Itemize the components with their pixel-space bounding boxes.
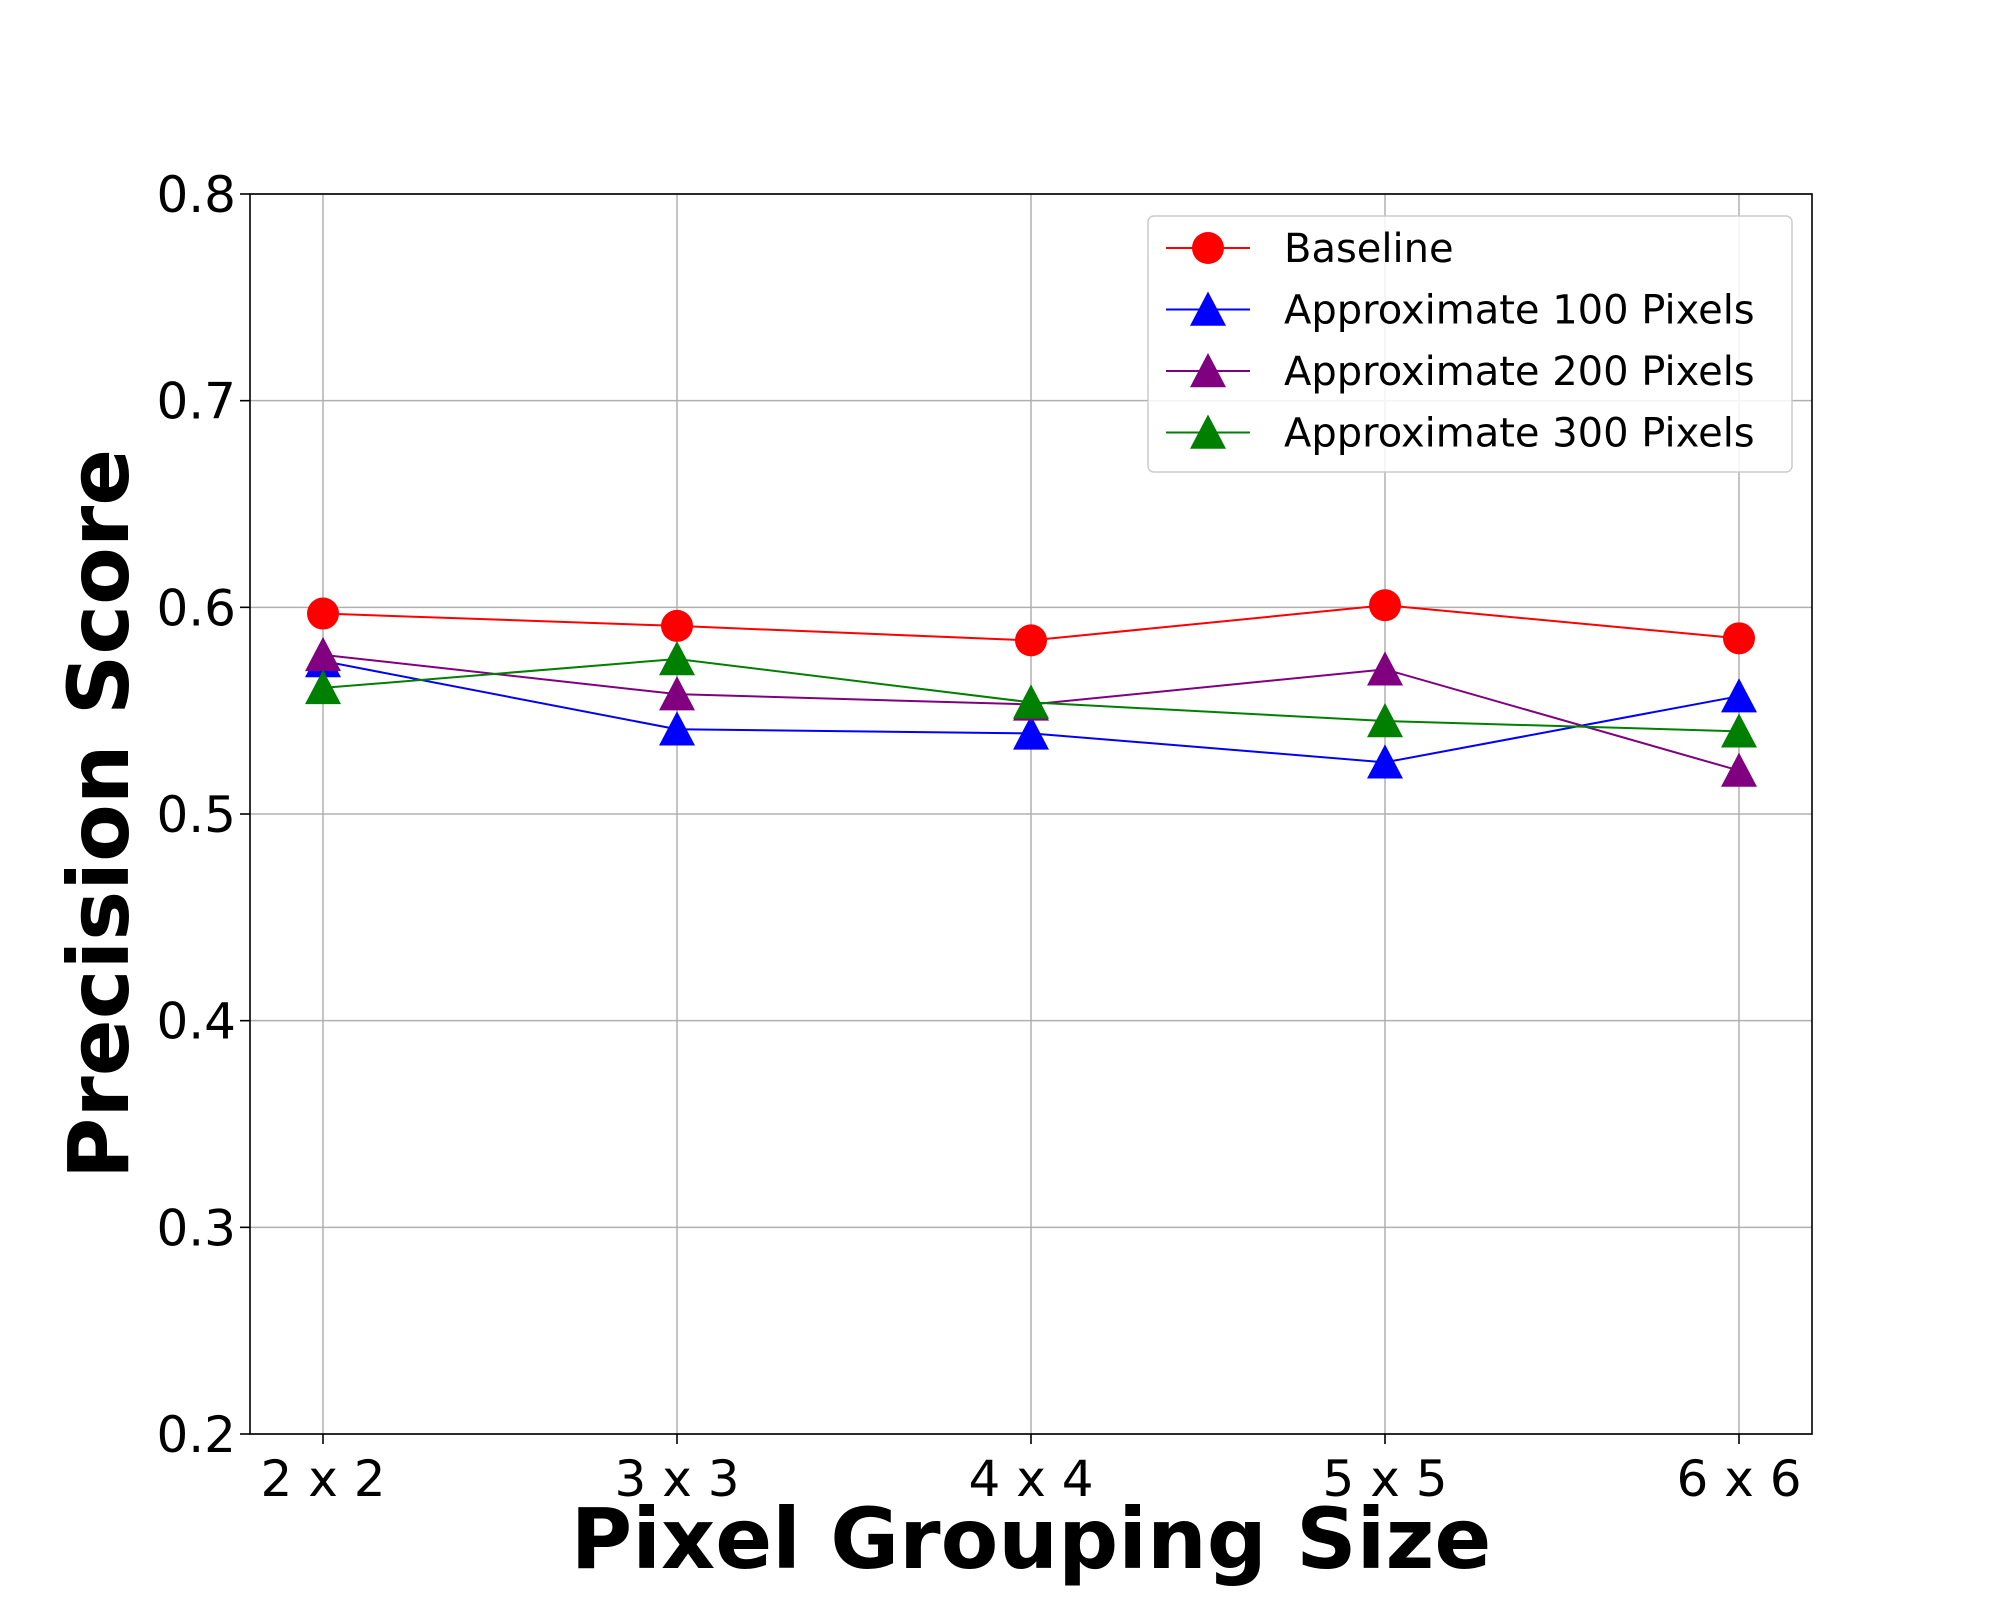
x-tick-label: 2 x 2 (261, 1450, 386, 1508)
data-point (1013, 684, 1049, 719)
data-point (659, 676, 695, 711)
data-point (1013, 715, 1049, 750)
y-tick-label: 0.4 (156, 993, 236, 1051)
y-tick-label: 0.3 (156, 1199, 236, 1257)
legend-label: Approximate 200 Pixels (1284, 349, 1755, 395)
data-point (307, 597, 339, 630)
data-point (659, 641, 695, 676)
y-tick-label: 0.7 (156, 373, 236, 431)
y-axis-title: Precision Score (50, 449, 148, 1180)
y-tick-label: 0.8 (156, 166, 236, 224)
data-point (659, 711, 695, 746)
axis-ticks: 2 x 2 3 x 3 4 x 4 5 x 5 6 x 6 0.2 0.3 0.4 0.5 0.6… (156, 166, 1801, 1508)
legend: Baseline Approximate 100 Pixels Approximat… (1147, 215, 1793, 473)
legend-label: Approximate 100 Pixels (1284, 288, 1755, 334)
data-point (1721, 752, 1757, 787)
data-point (661, 609, 693, 642)
y-tick-label: 0.6 (156, 579, 236, 637)
data-point (1721, 678, 1757, 713)
data-point (1723, 622, 1755, 655)
data-point (1369, 589, 1401, 622)
x-tick-label: 3 x 3 (615, 1450, 740, 1508)
legend-marker (1190, 353, 1226, 388)
x-axis-title: Pixel Grouping Size (571, 1490, 1492, 1588)
legend-box (1147, 215, 1793, 473)
legend-marker (1190, 291, 1226, 326)
y-tick-label: 0.5 (156, 786, 236, 844)
data-point (1367, 744, 1403, 779)
legend-marker (1190, 414, 1226, 449)
series-lines (305, 589, 1757, 787)
x-tick-label: 4 x 4 (969, 1450, 1094, 1508)
legend-label: Baseline (1284, 226, 1454, 272)
legend-marker (1192, 232, 1224, 264)
data-point (1721, 713, 1757, 748)
data-point (1015, 624, 1047, 657)
x-tick-label: 5 x 5 (1323, 1450, 1448, 1508)
data-point (305, 669, 341, 705)
y-tick-label: 0.2 (156, 1406, 236, 1464)
x-tick-label: 6 x 6 (1677, 1450, 1802, 1508)
data-point (305, 636, 341, 672)
legend-label: Approximate 300 Pixels (1284, 411, 1755, 457)
data-point (1367, 651, 1403, 686)
data-point (1367, 703, 1403, 738)
